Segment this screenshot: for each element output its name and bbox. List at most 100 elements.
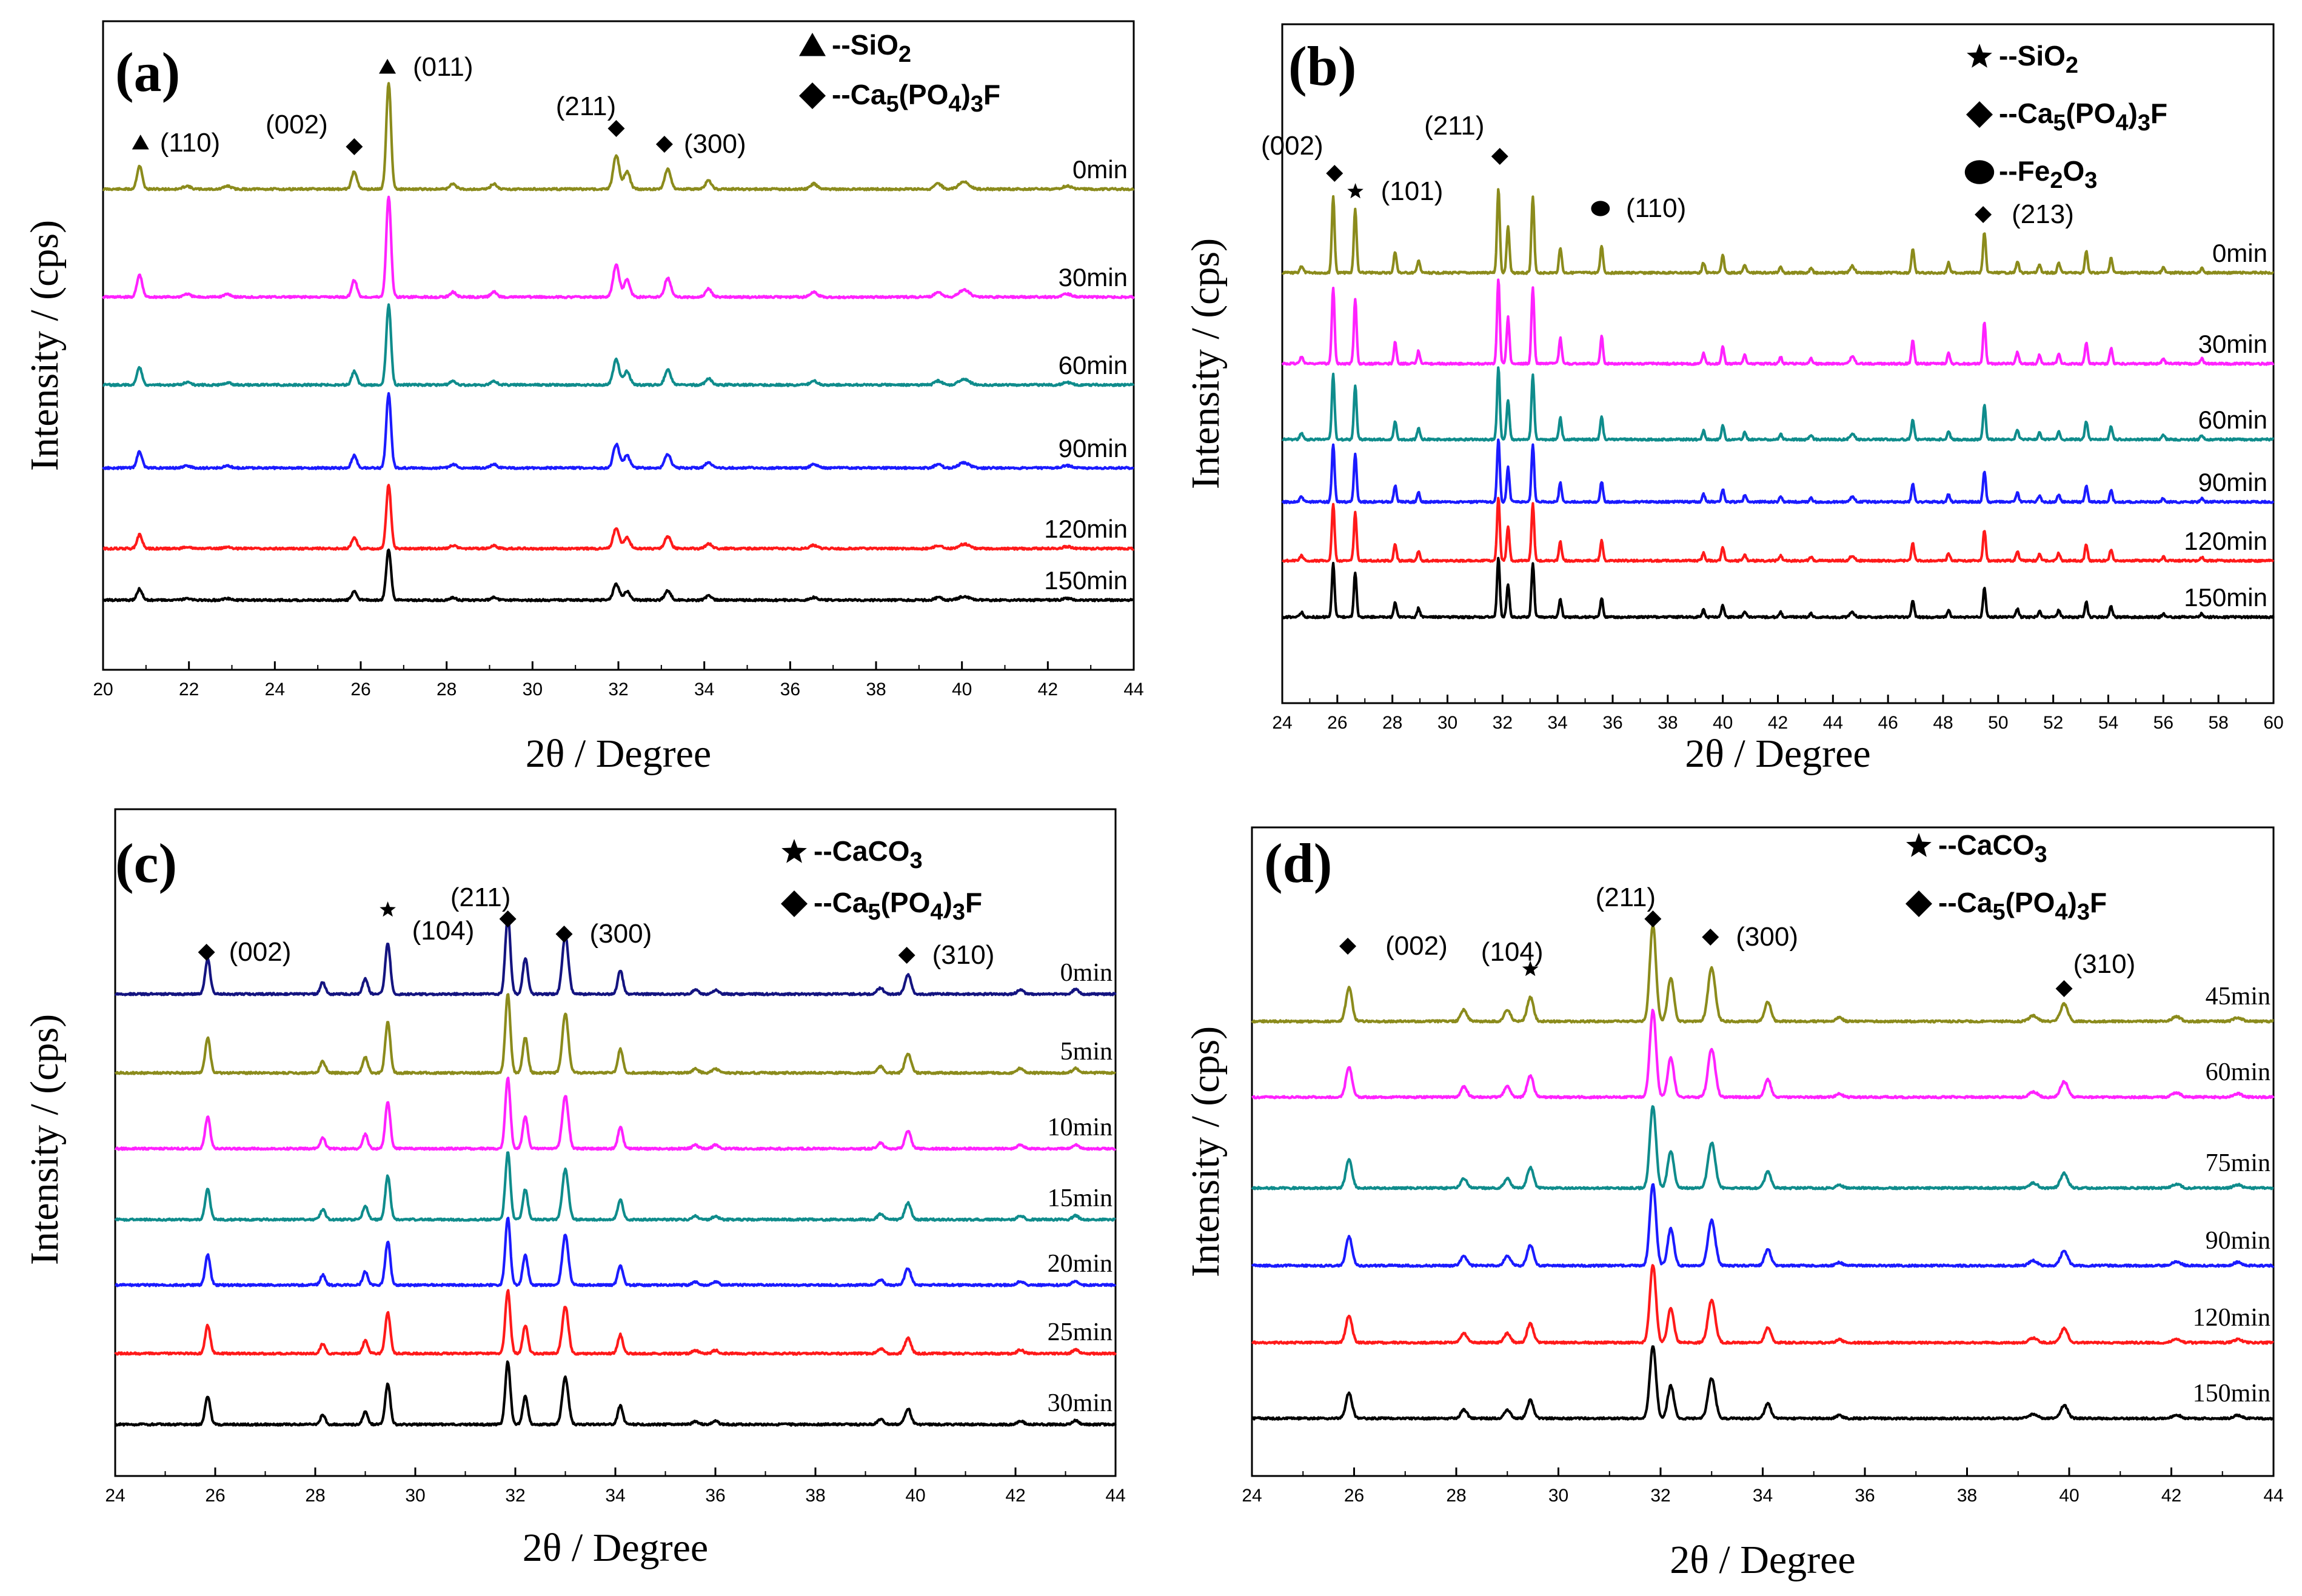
peak-marker-diamond-icon — [898, 947, 915, 964]
x-tick-label: 34 — [1753, 1486, 1773, 1506]
y-axis-title: Intensity / (cps) — [22, 220, 67, 471]
x-tick-label: 26 — [1327, 713, 1347, 733]
peak-marker-diamond-icon — [555, 926, 573, 943]
chart-panel-b: 24 26 28 30 32 34 36 38 40 42 44 46 48 50 52 54 56 58 60 2θ… — [1183, 23, 2284, 776]
x-tick-label: 34 — [694, 679, 714, 700]
series-label: 30min — [1059, 263, 1128, 292]
peak-label: (310) — [2073, 949, 2136, 979]
peak-label: (211) — [1596, 883, 1656, 912]
peak-label: (310) — [932, 940, 995, 970]
peak-label: (110) — [160, 128, 220, 158]
x-tick-label: 42 — [1038, 679, 1058, 700]
peak-label: (211) — [1424, 111, 1484, 141]
series-label: 90min — [2198, 468, 2267, 496]
peak-marker-diamond-icon — [499, 910, 517, 927]
x-tick-label: 22 — [179, 679, 199, 700]
legend-marker-diamond-icon — [1906, 890, 1932, 917]
series-label: 120min — [2193, 1304, 2270, 1332]
peak-marker-diamond-icon — [1975, 206, 1992, 223]
x-tick-label: 38 — [1957, 1486, 1977, 1506]
x-axis-title: 2θ / Degree — [523, 1526, 708, 1570]
series-line-90min — [102, 392, 1135, 470]
x-tick-label: 38 — [866, 679, 886, 700]
panel-label: (d) — [1264, 832, 1332, 894]
peak-label: (211) — [556, 92, 616, 121]
x-tick-label: 24 — [265, 679, 285, 700]
peak-marker-diamond-icon — [1644, 910, 1662, 927]
series-line-150min — [1251, 1345, 2275, 1421]
x-tick-label: 54 — [2098, 713, 2118, 733]
peak-label: (104) — [412, 916, 475, 946]
x-tick-label: 60 — [2263, 713, 2283, 733]
x-tick-label: 24 — [1242, 1486, 1262, 1506]
series-line-10min — [114, 1077, 1117, 1151]
legend-entry: --Ca5(PO4)3F — [1938, 887, 2107, 925]
x-tick-label: 24 — [1272, 713, 1292, 733]
x-tick-label: 50 — [1988, 713, 2008, 733]
series-label: 150min — [1044, 566, 1128, 595]
panel-label: (b) — [1288, 35, 1356, 97]
series-label: 30min — [2198, 330, 2267, 358]
series-label: 0min — [2212, 239, 2267, 267]
x-tick-label: 20 — [93, 679, 113, 700]
x-tick-label: 52 — [2043, 713, 2063, 733]
plot-frame — [102, 20, 1135, 671]
series-line-150min — [102, 548, 1135, 603]
legend-entry: --Ca5(PO4)3F — [814, 887, 982, 925]
legend-entry: --Ca5(PO4)3F — [1999, 98, 2167, 136]
x-tick-label: 26 — [205, 1486, 225, 1506]
x-tick-label: 42 — [2161, 1486, 2181, 1506]
series-label: 150min — [2193, 1380, 2270, 1407]
y-axis-title: Intensity / (cps) — [1183, 1026, 1228, 1277]
x-tick-label: 26 — [350, 679, 370, 700]
series-line-60min — [1282, 366, 2275, 442]
x-tick-label: 34 — [1547, 713, 1567, 733]
x-tick-label: 44 — [1123, 679, 1143, 700]
chart-panel-c: 24 26 28 30 32 34 36 38 40 42 44 2θ / Degree Intensi… — [22, 808, 1126, 1570]
series-line-15min — [114, 1151, 1116, 1222]
peak-label: (211) — [450, 883, 510, 912]
x-tick-label: 32 — [505, 1486, 525, 1506]
peak-marker-triangle-icon — [132, 135, 149, 150]
peak-marker-diamond-icon — [655, 136, 673, 153]
legend-marker-diamond-icon — [799, 82, 826, 109]
peak-marker-triangle-icon — [379, 59, 396, 74]
chart-panel-a: 20 22 24 26 28 30 32 34 36 38 40 42 44 2θ / Degree Int… — [22, 20, 1144, 776]
peak-marker-circle-icon — [1591, 201, 1610, 216]
x-tick-label: 32 — [1650, 1486, 1670, 1506]
x-tick-label: 28 — [305, 1486, 325, 1506]
panel-label: (c) — [115, 832, 177, 894]
series-line-60min — [1251, 1009, 2275, 1100]
x-tick-label: 26 — [1344, 1486, 1364, 1506]
series-label: 60min — [2198, 406, 2267, 434]
series-label: 0min — [1072, 155, 1128, 184]
series-label: 30min — [1048, 1389, 1113, 1417]
series-label: 0min — [1060, 959, 1113, 987]
x-tick-label: 36 — [780, 679, 800, 700]
peak-marker-diamond-icon — [1326, 165, 1343, 182]
peak-label: (002) — [1261, 131, 1323, 161]
series-line-30min — [102, 195, 1135, 299]
x-axis-title: 2θ / Degree — [526, 732, 711, 776]
peak-label: (002) — [1385, 931, 1448, 961]
series-line-45min — [1251, 924, 2274, 1024]
series-line-150min — [1281, 556, 2275, 619]
series-label: 75min — [2206, 1149, 2270, 1177]
x-tick-label: 36 — [705, 1486, 725, 1506]
series-line-90min — [1251, 1183, 2275, 1268]
legend-marker-star-icon — [1967, 44, 1992, 68]
peak-label: (213) — [2012, 199, 2074, 229]
peak-marker-diamond-icon — [346, 138, 363, 155]
legend-marker-star-icon — [781, 839, 807, 863]
series-label: 90min — [2206, 1227, 2270, 1255]
peak-label: (011) — [413, 52, 473, 82]
legend-marker-diamond-icon — [781, 890, 808, 917]
series-line-120min — [1282, 496, 2275, 563]
legend-entry: --Ca5(PO4)3F — [832, 79, 1000, 117]
x-tick-label: 46 — [1878, 713, 1898, 733]
x-axis-title: 2θ / Degree — [1670, 1538, 1855, 1582]
series-line-20min — [115, 1217, 1117, 1287]
x-tick-label: 34 — [605, 1486, 625, 1506]
legend-entry: --CaCO3 — [1938, 829, 2047, 867]
x-tick-label: 56 — [2153, 713, 2173, 733]
